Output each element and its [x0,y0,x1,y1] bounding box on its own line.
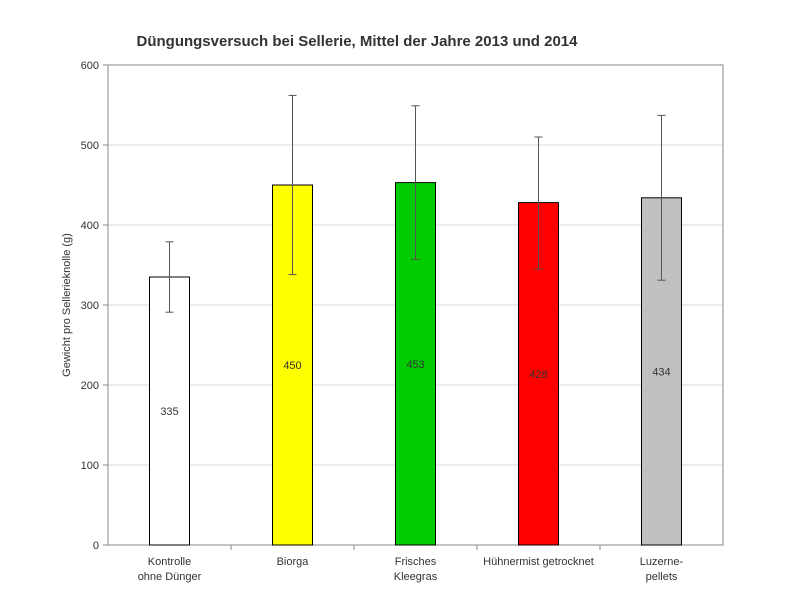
data-label: 335 [160,406,178,418]
y-tick-label: 200 [81,380,99,392]
y-tick-label: 300 [81,300,99,312]
y-tick-label: 400 [81,220,99,232]
y-tick-label: 0 [93,540,99,552]
y-axis-ticks: 0 100 200 300 400 500 600 [81,60,108,552]
error-bars [165,94,666,313]
y-axis-label: Gewicht pro Sellerieknolle (g) [61,233,73,377]
y-tick-label: 600 [81,60,99,72]
x-category-label: Biorga [277,556,310,568]
x-category-label-line: Kleegras [394,571,438,583]
x-category-label-line: Frisches [395,556,437,568]
x-category-label-line: Biorga [277,556,310,568]
x-category-label-line: Kontrolle [148,556,191,568]
x-category-label-line: pellets [646,571,678,583]
y-tick-label: 500 [81,140,99,152]
x-category-label: Luzerne-pellets [640,556,684,583]
x-category-label-line: Hühnermist getrocknet [483,556,594,568]
data-label: 428 [529,369,547,381]
x-axis-categories: Kontrolle ohne Dünger Biorga Frisches Kleegr… [138,545,684,583]
bar [149,276,190,546]
x-category-label-line: ohne Dünger [138,571,202,583]
chart-title: Düngungsversuch bei Sellerie, Mittel der… [137,33,579,50]
x-category-label: Kontrolle ohne Dünger [138,556,202,583]
data-labels: 335 450 453 428 434 [160,359,670,418]
x-category-label-line: Luzerne- [640,556,684,568]
x-category-label: Frisches Kleegras [394,556,438,583]
data-label: 450 [283,360,301,372]
data-label: 453 [406,359,424,371]
x-category-label: Hühnermist getrocknet [483,556,594,568]
data-label: 434 [652,366,670,378]
y-tick-label: 100 [81,460,99,472]
